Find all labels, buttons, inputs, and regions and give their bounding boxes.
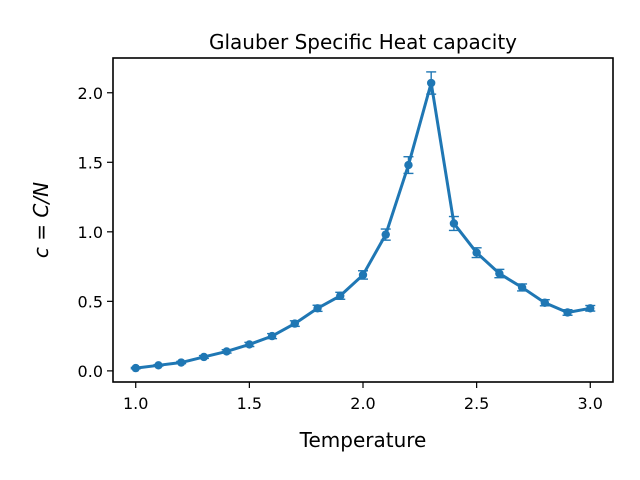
data-point: [381, 230, 390, 239]
data-point: [199, 352, 209, 362]
x-axis-label: Temperature: [299, 428, 427, 452]
x-tick-label: 3.0: [578, 394, 603, 413]
data-point: [131, 363, 140, 373]
data-point: [313, 304, 322, 313]
y-tick-label: 0.5: [78, 292, 103, 311]
axes-frame: [112, 57, 614, 383]
y-tick-label: 2.0: [78, 84, 103, 103]
x-tick-label: 1.0: [123, 394, 148, 413]
y-axis-label: c = C/N: [29, 182, 53, 258]
y-tick-label: 1.0: [78, 223, 103, 242]
chart-title: Glauber Specific Heat capacity: [209, 30, 517, 54]
data-point: [154, 361, 163, 370]
y-tick-label: 1.5: [78, 153, 103, 172]
data-point: [426, 78, 436, 88]
data-point: [495, 269, 504, 278]
data-point: [586, 304, 595, 313]
x-tick-label: 2.5: [464, 394, 489, 413]
data-point: [290, 319, 300, 328]
data-point: [176, 358, 186, 367]
data-point: [222, 347, 231, 356]
axis-ticks: 1.0 1.5 2.0 2.5 3.0 0.0 0.5 1.0 1.5 2.0: [78, 84, 603, 413]
data-point: [336, 291, 345, 300]
x-tick-label: 2.0: [350, 394, 375, 413]
plot-area: [130, 71, 596, 373]
data-point: [358, 270, 368, 280]
data-point: [472, 248, 481, 257]
data-point: [563, 308, 572, 317]
data-point: [517, 283, 527, 292]
y-tick-label: 0.0: [78, 362, 103, 381]
data-point: [540, 298, 550, 307]
data-point: [404, 160, 413, 170]
data-point: [245, 340, 254, 349]
x-tick-label: 1.5: [237, 394, 262, 413]
data-point: [449, 219, 459, 228]
data-point: [267, 331, 277, 341]
